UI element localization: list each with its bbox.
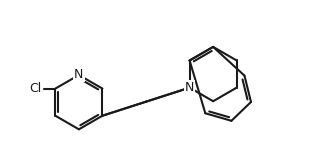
Text: N: N [185,81,194,94]
Text: Cl: Cl [29,82,41,95]
Text: N: N [74,68,84,81]
